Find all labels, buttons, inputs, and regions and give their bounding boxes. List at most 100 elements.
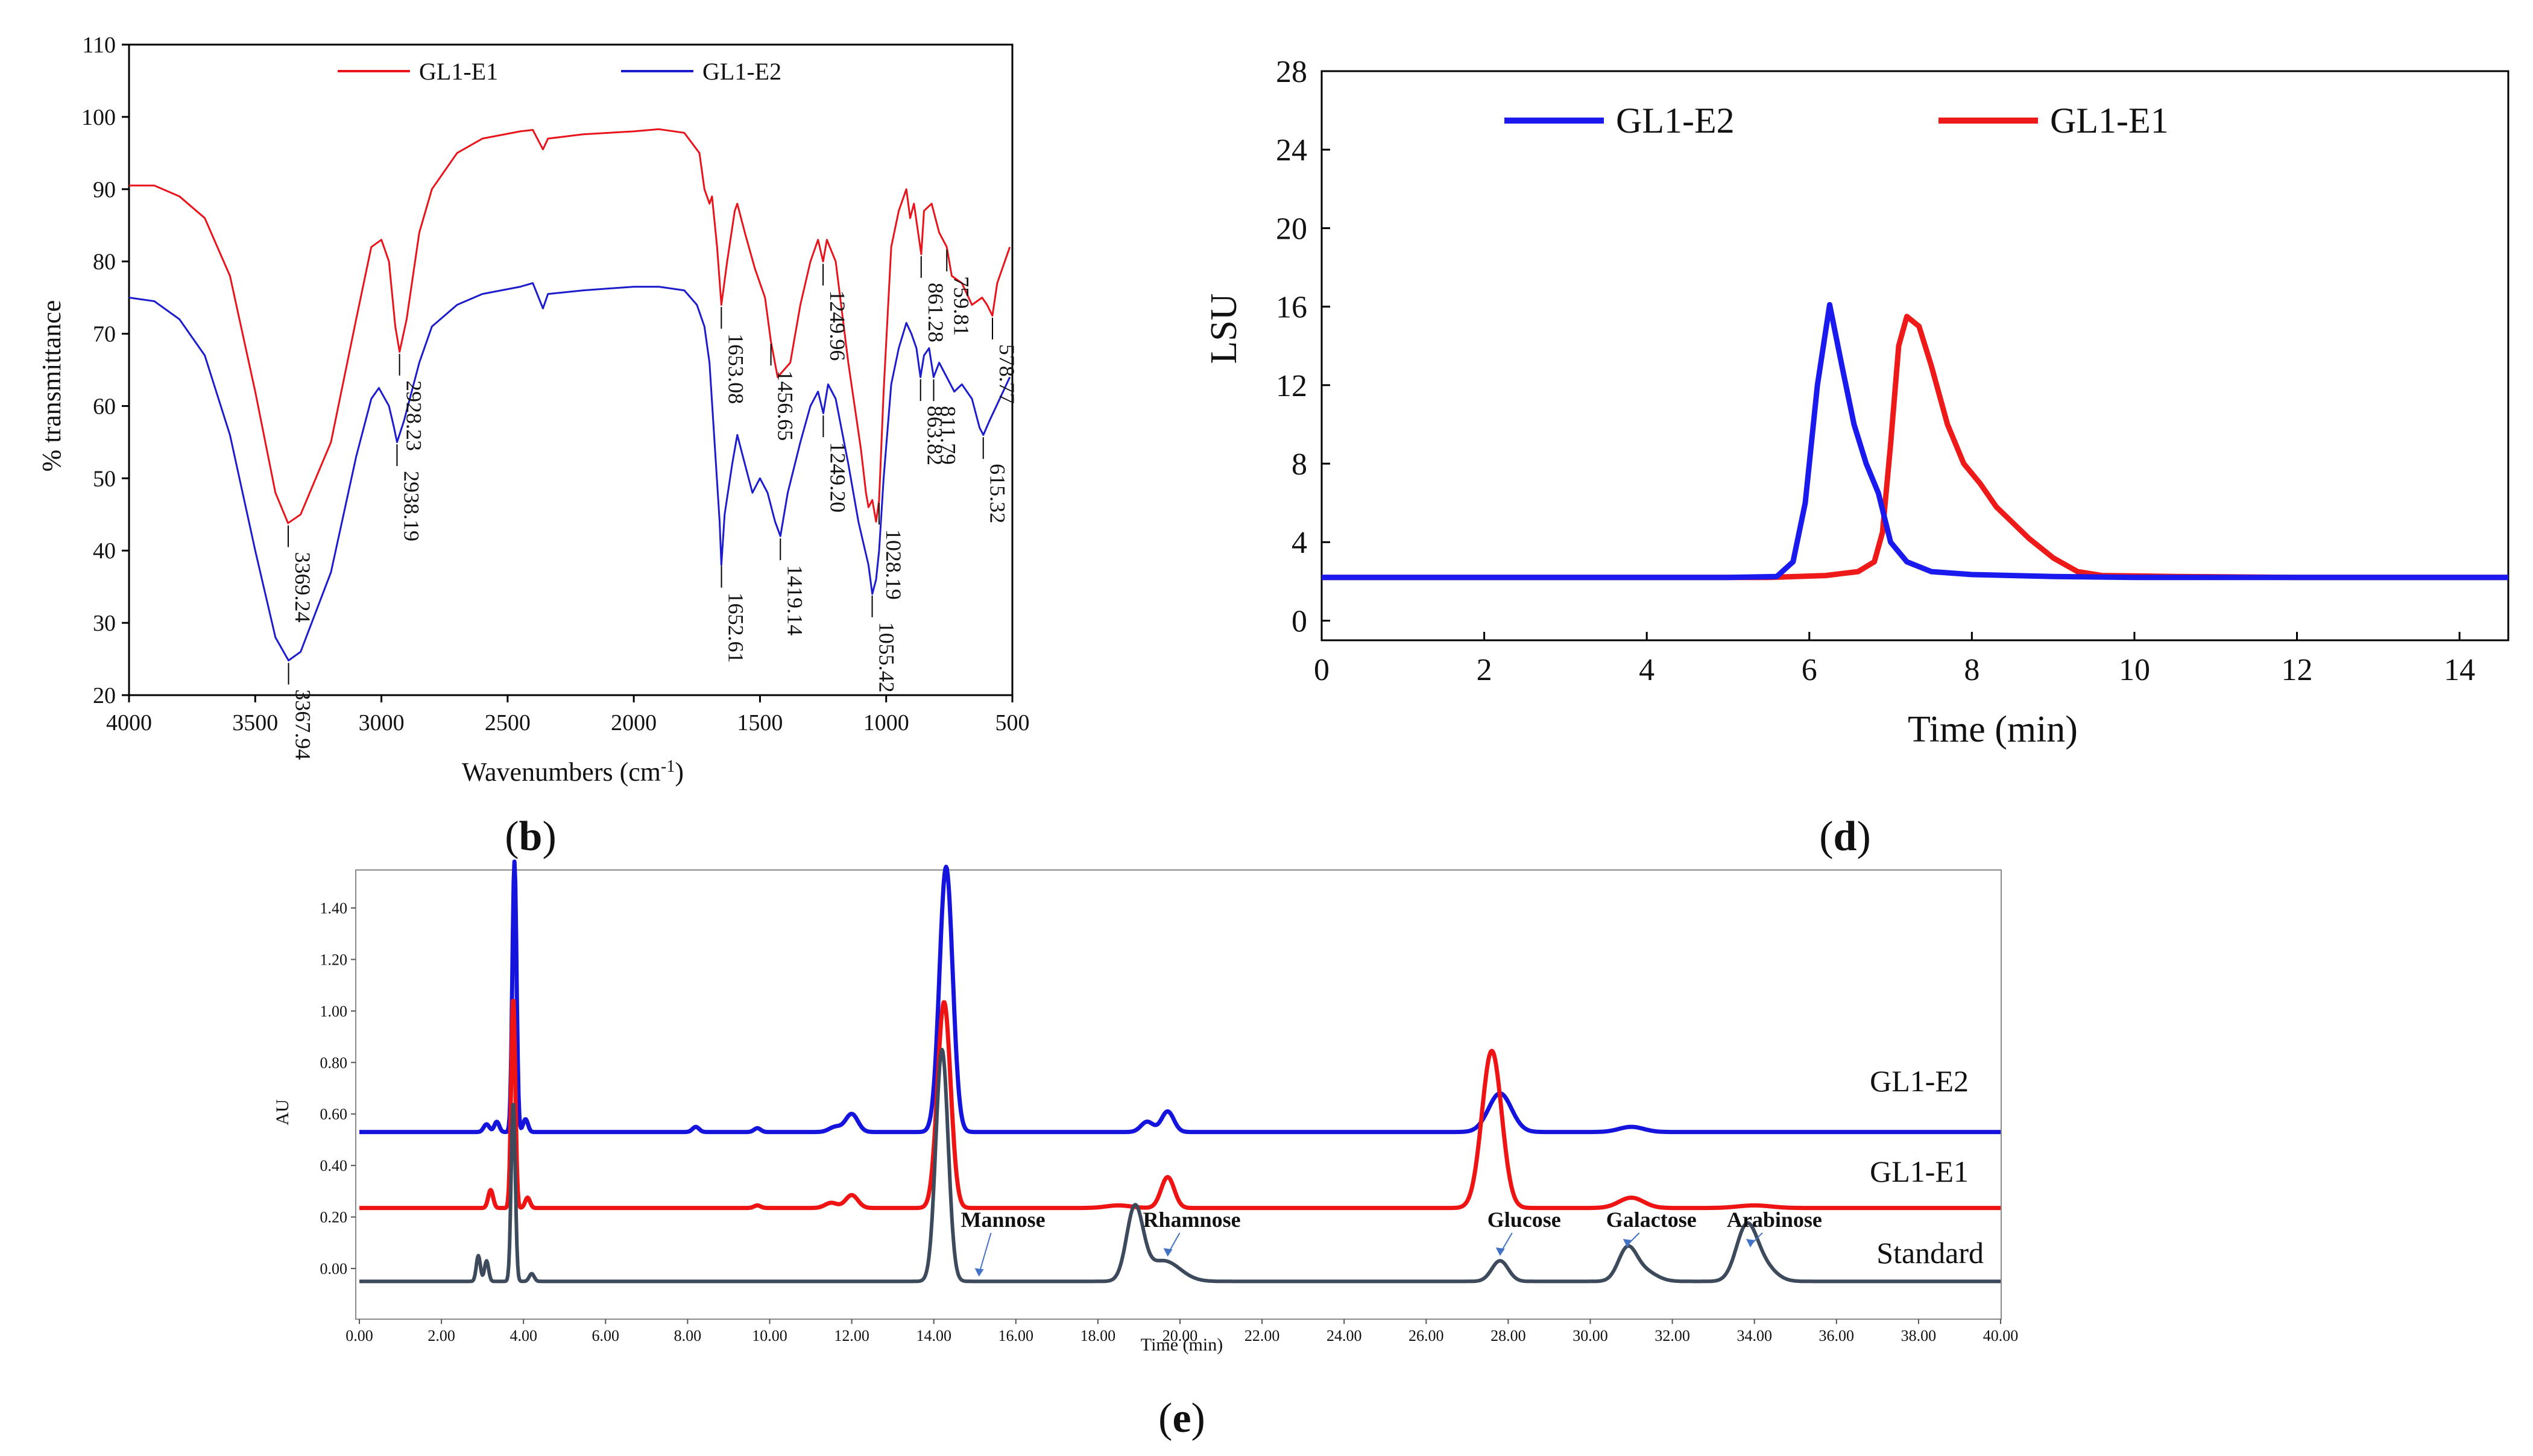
peak-label-glucose: Glucose	[1487, 1208, 1561, 1232]
hplc-x-axis-label: Time (min)	[1141, 1335, 1223, 1355]
hplc-peak-labels: Mannose Rhamnose Glucose Galactose Arabinose	[961, 1208, 1822, 1277]
series-line-gl1-e1	[129, 128, 1011, 525]
annotation-label: 1419.14	[783, 565, 807, 635]
series-line-standard	[358, 1047, 2002, 1284]
x-tick-label: 6	[1802, 653, 1817, 687]
x-tick-label: 12.00	[834, 1327, 869, 1344]
y-tick-label: 20	[1276, 212, 1307, 246]
hplc-ticks: 0.00 2.00 4.00 6.00 8.00 10.00 12.00 14.00 16.00…	[320, 900, 2019, 1344]
y-tick-label: 1.00	[320, 1003, 348, 1020]
x-tick-label: 14.00	[916, 1327, 951, 1344]
x-tick-label: 26.00	[1408, 1327, 1444, 1344]
x-tick-label: 4.00	[509, 1327, 537, 1344]
y-tick-label: 110	[82, 33, 116, 58]
x-tick-label: 2000	[611, 710, 657, 736]
gpc-series	[1322, 301, 2508, 581]
legend-label-gl1-e2: GL1-E2	[702, 58, 781, 85]
peak-label-rhamnose: Rhamnose	[1143, 1208, 1241, 1232]
annotation-label: 3369.24	[291, 552, 315, 622]
x-tick-label: 24.00	[1326, 1327, 1362, 1344]
series-line-gl1-e2	[128, 282, 1011, 661]
x-tick-label: 10.00	[752, 1327, 787, 1344]
y-tick-label: 0.00	[320, 1260, 348, 1278]
y-tick-label: 0	[1292, 604, 1307, 638]
series-label-gl1-e2: GL1-E2	[1870, 1064, 1969, 1098]
y-tick-label: 40	[93, 538, 116, 564]
x-tick-label: 1000	[863, 710, 909, 736]
peak-arrowhead	[974, 1268, 984, 1277]
x-tick-label: 20.00	[1162, 1327, 1198, 1344]
x-tick-label: 30.00	[1572, 1327, 1608, 1344]
y-tick-label: 4	[1292, 526, 1307, 560]
legend-label-gl1-e1: GL1-E1	[419, 58, 498, 85]
annotation-label: 3367.94	[291, 689, 315, 760]
ftir-x-axis-label: Wavenumbers (cm-1)	[462, 757, 684, 787]
y-tick-label: 0.40	[320, 1157, 348, 1174]
x-tick-label: 18.00	[1080, 1327, 1116, 1344]
annotation-label: 2938.19	[399, 471, 423, 541]
y-tick-label: 20	[93, 683, 116, 708]
peak-label-mannose: Mannose	[961, 1208, 1046, 1232]
annotation-label: 1028.19	[882, 529, 906, 600]
annotation-label: 1653.08	[724, 333, 748, 404]
panel-label-e: (e)	[1158, 1395, 1205, 1442]
series-line-gl1-e2	[1322, 301, 2508, 581]
x-tick-label: 34.00	[1737, 1327, 1772, 1344]
x-tick-label: 8	[1964, 653, 1979, 687]
x-tick-label: 36.00	[1819, 1327, 1855, 1344]
y-tick-label: 90	[93, 177, 116, 203]
gpc-y-axis-label: LSU	[1203, 293, 1244, 364]
gpc-plot-frame	[1320, 70, 2509, 641]
x-tick-label: 32.00	[1654, 1327, 1690, 1344]
x-tick-label: 2	[1477, 653, 1492, 687]
ftir-ticks: 4000 3500 3000 2500 2000 1500 1000 500 20 30 40 50 6…	[81, 33, 1030, 736]
x-tick-label: 1500	[737, 710, 783, 736]
annotation-label: 811.79	[936, 406, 960, 465]
y-tick-label: 1.20	[320, 951, 348, 968]
panel-label-d: (d)	[1819, 813, 1871, 860]
y-tick-label: 70	[93, 322, 116, 347]
panel-label-b: (b)	[505, 813, 557, 860]
hplc-plot-frame	[355, 869, 2002, 1320]
annotation-label: 861.28	[924, 283, 948, 342]
y-tick-label: 8	[1292, 447, 1307, 482]
x-tick-label: 0	[1314, 653, 1330, 687]
ftir-chart: 4000 3500 3000 2500 2000 1500 1000 500 20 30 40 50 6…	[37, 33, 1030, 860]
hplc-y-axis-label: AU	[273, 1099, 292, 1126]
x-tick-label: 3500	[232, 710, 278, 736]
annotation-label: 759.81	[949, 276, 973, 336]
annotation-label: 1055.42	[875, 622, 899, 693]
peak-arrowhead	[1495, 1247, 1505, 1256]
x-tick-label: 0.00	[345, 1327, 373, 1344]
y-tick-label: 24	[1276, 133, 1307, 168]
x-tick-label: 22.00	[1244, 1327, 1280, 1344]
y-tick-label: 12	[1276, 369, 1307, 403]
x-tick-label: 14	[2444, 653, 2475, 687]
peak-label-arabinose: Arabinose	[1727, 1208, 1822, 1232]
x-tick-label: 16.00	[998, 1327, 1034, 1344]
series-label-gl1-e1: GL1-E1	[1870, 1155, 1969, 1188]
y-tick-label: 60	[93, 394, 116, 419]
x-tick-label: 10	[2119, 653, 2150, 687]
y-tick-label: 100	[81, 105, 116, 130]
y-tick-label: 30	[93, 611, 116, 636]
annotation-label: 863.82	[923, 406, 947, 465]
annotation-label: 1249.20	[825, 442, 850, 512]
series-line-gl1-e2	[358, 859, 2002, 1135]
ftir-annotations: 3369.24 2928.23 1653.08 1456.65 1249.96 1028.…	[288, 250, 1019, 760]
legend-label-gl1-e2: GL1-E2	[1616, 101, 1735, 140]
hplc-series	[358, 859, 2002, 1284]
y-tick-label: 0.20	[320, 1209, 348, 1226]
x-tick-label: 38.00	[1901, 1327, 1937, 1344]
x-tick-label: 2500	[485, 710, 531, 736]
y-tick-label: 50	[93, 466, 116, 491]
annotation-label: 1652.61	[724, 593, 748, 663]
y-tick-label: 16	[1276, 291, 1307, 325]
x-tick-label: 6.00	[592, 1327, 620, 1344]
ftir-series	[128, 128, 1011, 661]
y-tick-label: 0.80	[320, 1054, 348, 1071]
annotation-label: 615.32	[986, 464, 1010, 523]
